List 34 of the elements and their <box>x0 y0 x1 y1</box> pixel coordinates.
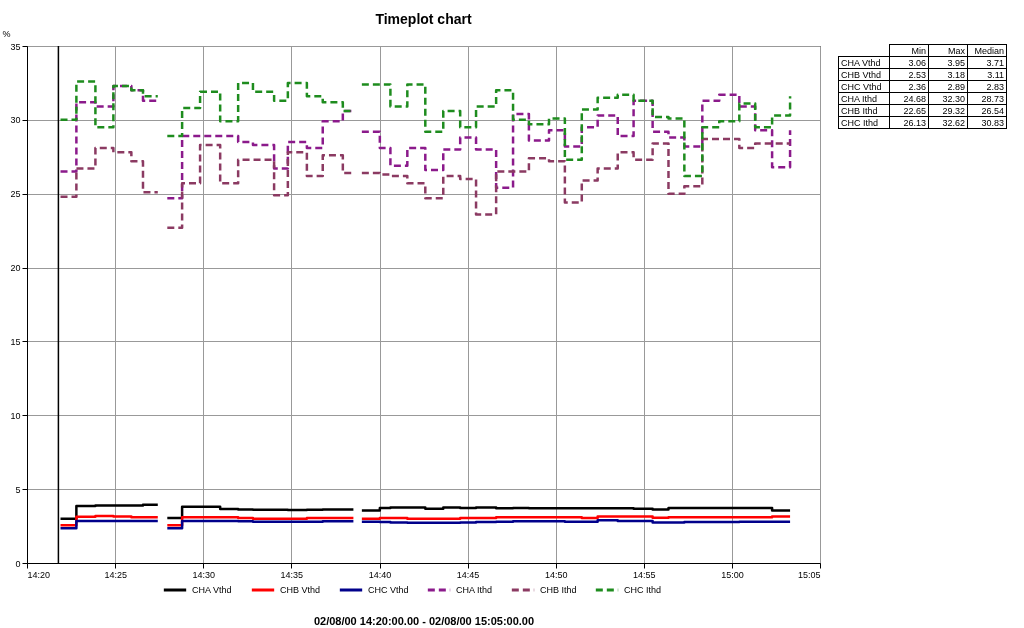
x-axis-title: 02/08/00 14:20:00.00 - 02/08/00 15:05:00.00 <box>313 614 535 627</box>
x-tick-label: 14:50 <box>544 569 568 580</box>
x-tick-label: 14:40 <box>368 569 392 580</box>
legend-label: CHB Ithd <box>540 585 577 595</box>
y-tick-label: 10 <box>10 410 21 421</box>
legend-label: CHB Vthd <box>280 585 321 595</box>
x-tick-label: 14:55 <box>633 569 656 580</box>
text: CHC Ithd 26.13 32.62 30.83 <box>841 117 1004 128</box>
y-tick-label: 15 <box>10 336 21 347</box>
legend-label: CHC Vthd <box>368 585 409 595</box>
text: CHA Vthd 3.06 3.95 3.71 <box>841 57 1004 68</box>
text: CHC Vthd 2.36 2.89 2.83 <box>841 81 1004 92</box>
x-tick-label: 14:20 <box>27 569 51 580</box>
x-tick-label: 14:35 <box>280 569 304 580</box>
y-tick-label: 30 <box>10 115 21 126</box>
y-tick-label: 0 <box>15 558 21 569</box>
y-tick-label: 20 <box>10 263 21 274</box>
text: Min Max Median <box>911 45 1004 56</box>
y-tick-label: 5 <box>15 484 21 495</box>
x-tick-label: 14:45 <box>456 569 480 580</box>
x-tick-label: 14:25 <box>104 569 127 580</box>
legend-label: CHC Ithd <box>624 585 662 595</box>
y-tick-label: 35 <box>10 41 21 52</box>
x-tick-label: 14:30 <box>192 569 216 580</box>
x-tick-label: 15:00 <box>721 569 744 580</box>
text: CHB Ithd 22.65 29.32 26.54 <box>841 105 1004 116</box>
legend-label: CHA Vthd <box>192 585 232 595</box>
x-tick-label: 15:05 <box>797 569 821 580</box>
text: CHA Ithd 24.68 32.30 28.73 <box>841 93 1004 104</box>
legend-label: CHA Ithd <box>456 585 493 595</box>
y-tick-label: 25 <box>10 189 21 200</box>
text: CHB Vthd 2.53 3.18 3.11 <box>841 69 1004 80</box>
y-axis-title: % <box>2 28 11 39</box>
chart-title: Timeplot chart <box>375 11 472 27</box>
